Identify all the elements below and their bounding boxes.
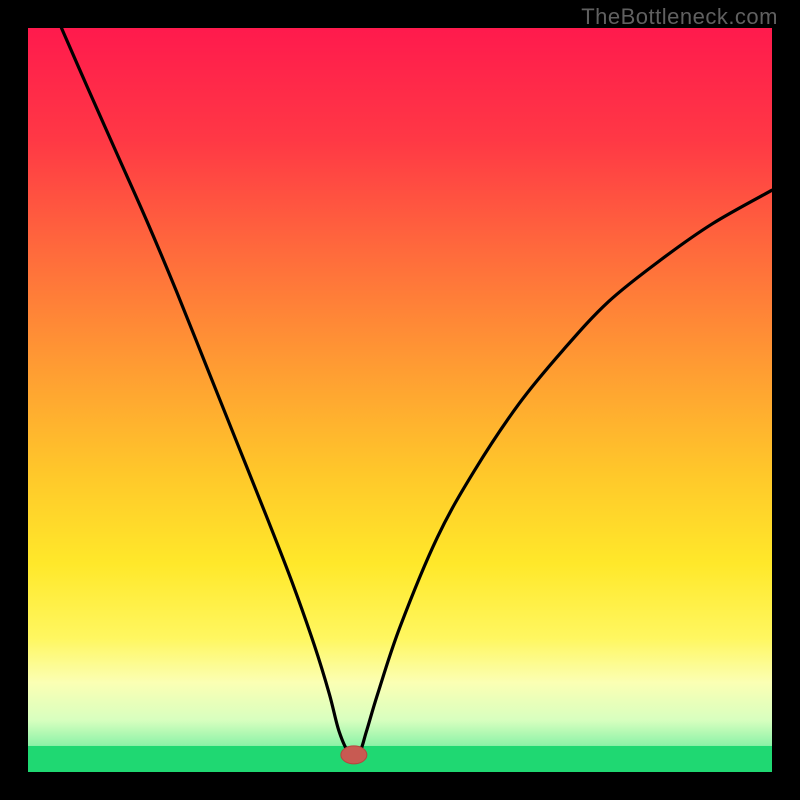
target-marker [341,746,367,764]
plot-area [28,28,772,772]
watermark-text: TheBottleneck.com [581,4,778,30]
green-band [28,746,772,772]
chart-frame: { "watermark": { "text": "TheBottleneck.… [0,0,800,800]
bottleneck-chart [0,0,800,800]
